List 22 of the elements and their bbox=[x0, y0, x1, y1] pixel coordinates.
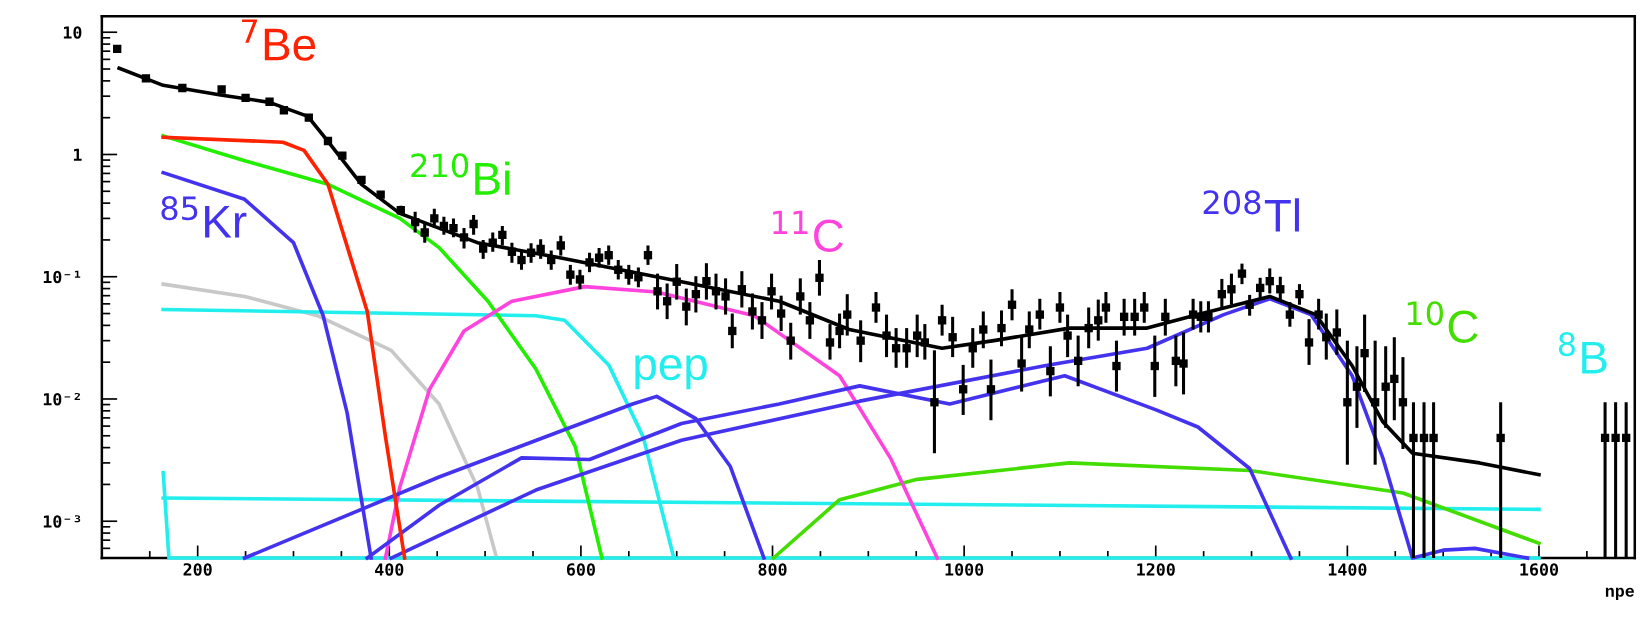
y-tick-label: 10⁻¹ bbox=[43, 270, 81, 284]
series-label: $^{85}$Kr bbox=[161, 196, 247, 238]
x-tick-label: 200 bbox=[183, 563, 212, 576]
y-tick-label: 10⁻³ bbox=[43, 515, 81, 528]
x-tick-label: 1200 bbox=[1137, 563, 1175, 576]
text: $^{10}$C bbox=[1407, 301, 1478, 343]
text: $^{8}$B bbox=[1558, 332, 1607, 374]
x-axis-title: npe bbox=[1605, 587, 1634, 601]
x-tick-label: 1400 bbox=[1328, 563, 1367, 576]
x-tick-label: 1000 bbox=[945, 563, 984, 576]
y-tick-label: 10⁻² bbox=[43, 392, 81, 406]
series-label: pep bbox=[635, 355, 707, 390]
x-tick-label: 1600 bbox=[1520, 563, 1559, 576]
x-tick-label: 400 bbox=[375, 563, 404, 576]
y-tick-label: 1 bbox=[73, 148, 82, 161]
series-label: $^{208}$Tl bbox=[1203, 190, 1299, 232]
series-label: $^{11}$C bbox=[773, 210, 844, 253]
x-tick-label: 800 bbox=[758, 563, 787, 576]
x-tick-label: 600 bbox=[566, 563, 595, 576]
series-label: $^{7}$Be bbox=[242, 19, 316, 61]
y-tick-label: 10 bbox=[63, 26, 82, 39]
series-label: $^{210}$Bi bbox=[411, 153, 510, 195]
